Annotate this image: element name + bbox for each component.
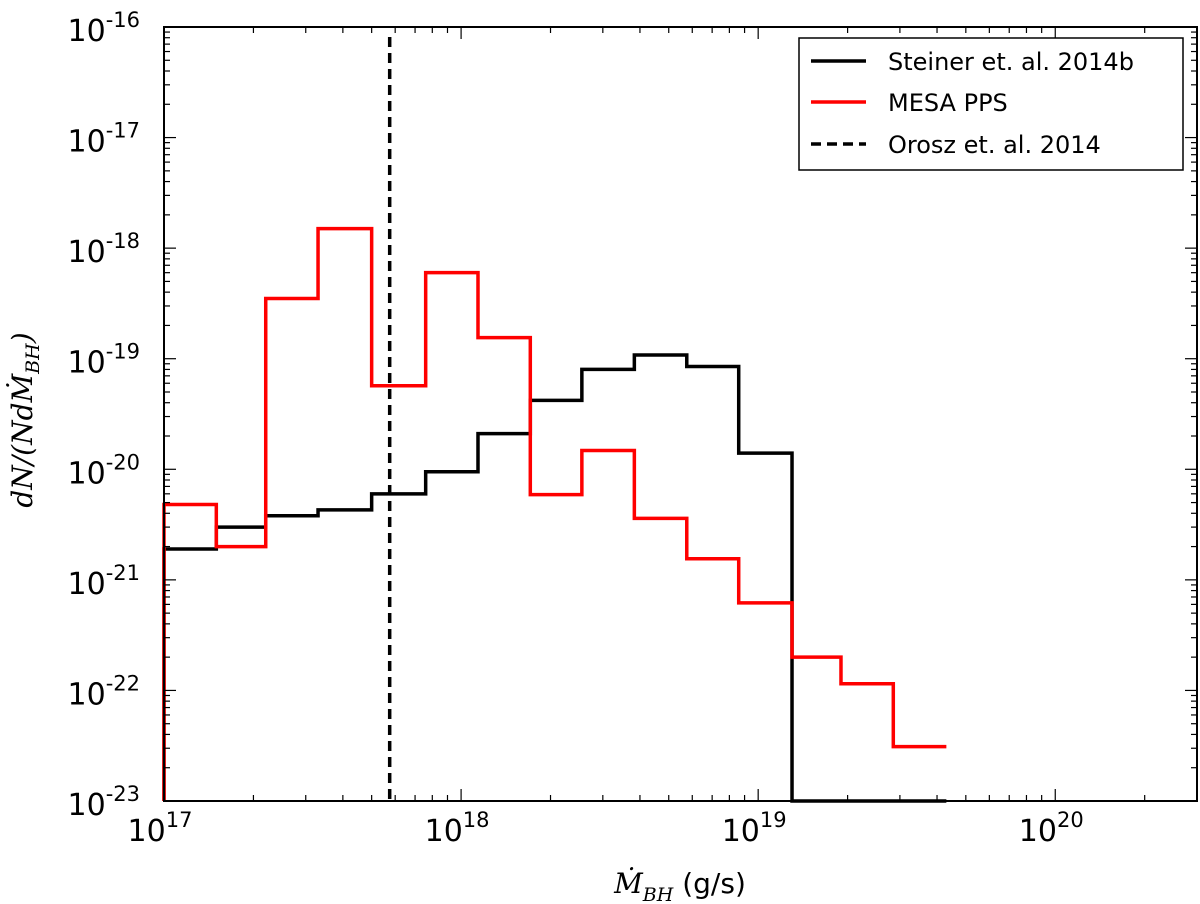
series-mesa-histogram xyxy=(162,226,947,801)
series-steiner-histogram xyxy=(162,353,947,803)
y-tick-label: 10-21 xyxy=(68,561,141,602)
legend-label-orosz: Orosz et. al. 2014 xyxy=(888,131,1101,159)
y-tick-label-base: 10 xyxy=(68,235,106,270)
y-axis-label-text: dN/(NdṀ xyxy=(6,372,39,507)
tick-layer: 1017 1018 1019 102010-1610-1710-1810-1910-2… xyxy=(68,8,1198,849)
y-tick-label-exp: -17 xyxy=(106,119,140,143)
y-tick-label-exp: -22 xyxy=(106,671,140,695)
x-tick-label-exp: 20 xyxy=(1057,808,1084,832)
y-tick-label-exp: -23 xyxy=(106,782,140,806)
x-axis-label: ṀBH (g/s) xyxy=(613,867,746,904)
x-tick-label-exp: 18 xyxy=(463,808,490,832)
y-tick-label: 10-23 xyxy=(68,782,141,823)
y-tick-label-exp: -21 xyxy=(106,561,140,585)
y-tick-label-base: 10 xyxy=(68,125,106,160)
x-tick-label-exp: 17 xyxy=(166,808,193,832)
y-tick-label-base: 10 xyxy=(68,456,106,491)
x-axis-label-math: Ṁ xyxy=(613,867,644,900)
legend-label-mesa: MESA PPS xyxy=(888,89,1008,117)
y-tick-label: 10-19 xyxy=(68,340,141,381)
plot-layer xyxy=(162,37,947,803)
y-tick-label-base: 10 xyxy=(68,567,106,602)
x-tick-label: 1020 xyxy=(1019,808,1084,849)
x-tick-label: 1018 xyxy=(425,808,490,849)
x-tick-label-base: 10 xyxy=(128,814,166,849)
y-tick-label-exp: -19 xyxy=(106,340,140,364)
x-tick-label-base: 10 xyxy=(425,814,463,849)
x-tick-label: 1019 xyxy=(722,808,787,849)
y-tick-label-exp: -16 xyxy=(106,8,140,32)
y-tick-label-base: 10 xyxy=(68,788,106,823)
y-tick-label-base: 10 xyxy=(68,14,106,49)
x-tick-label-base: 10 xyxy=(722,814,760,849)
y-tick-label-exp: -18 xyxy=(106,229,140,253)
legend: Steiner et. al. 2014b MESA PPS Orosz et.… xyxy=(798,37,1184,171)
y-axis-label-sub: BH xyxy=(22,343,44,375)
y-tick-label: 10-16 xyxy=(68,8,141,49)
y-tick-label: 10-22 xyxy=(68,671,141,712)
y-tick-label-exp: -20 xyxy=(106,450,140,474)
y-tick-label: 10-20 xyxy=(68,450,141,491)
legend-label-steiner: Steiner et. al. 2014b xyxy=(888,48,1134,76)
y-tick-label: 10-18 xyxy=(68,229,141,270)
x-axis-label-sub: BH xyxy=(642,884,674,904)
y-axis-label: dN/(NdṀBH) xyxy=(6,332,44,507)
y-tick-label-base: 10 xyxy=(68,346,106,381)
y-tick-label-base: 10 xyxy=(68,677,106,712)
y-axis-label-close: ) xyxy=(6,332,39,344)
y-tick-label: 10-17 xyxy=(68,119,141,160)
x-tick-label-exp: 19 xyxy=(760,808,787,832)
x-tick-label: 1017 xyxy=(128,808,193,849)
plot-frame xyxy=(163,26,1198,802)
x-axis-label-unit: (g/s) xyxy=(673,867,746,900)
x-tick-label-base: 10 xyxy=(1019,814,1057,849)
